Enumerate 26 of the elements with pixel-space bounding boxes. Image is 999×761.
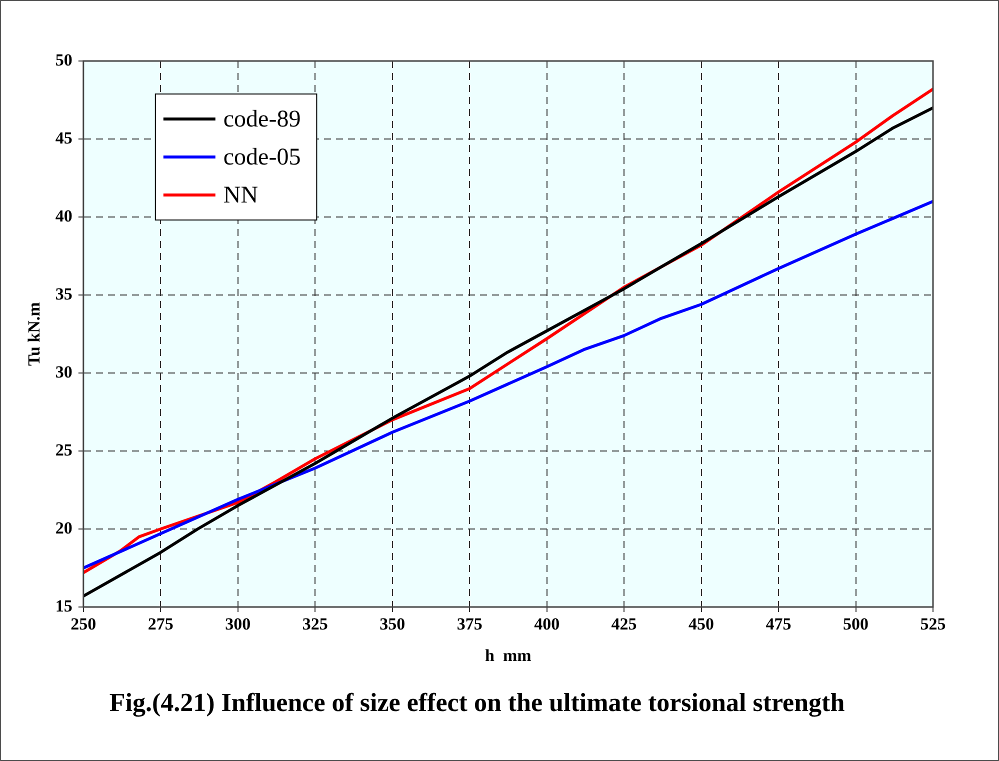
y-tick-label: 40 [55,206,72,226]
x-tick-label: 475 [766,614,792,634]
legend-label: NN [223,182,258,208]
x-tick-label: 300 [225,614,251,634]
y-tick-label: 15 [55,596,72,616]
x-tick-label: 400 [534,614,560,634]
x-tick-label: 275 [148,614,174,634]
x-tick-label: 350 [380,614,406,634]
x-tick-label: 250 [70,614,96,634]
x-axis-title: h mm [485,646,532,665]
x-tick-label: 450 [688,614,714,634]
x-tick-label: 375 [456,614,482,634]
y-tick-label: 20 [55,518,72,538]
text: Fig.(4.21) Influence of size effect on the ultimate torsional strength [109,688,846,718]
x-tick-label: 325 [302,614,328,634]
y-tick-label: 35 [55,284,72,304]
y-tick-label: 50 [55,50,72,70]
y-axis-title: Tu kN.m [24,302,44,366]
legend-label: code-89 [223,106,301,132]
y-tick-label: 25 [55,440,72,460]
x-tick-label: 525 [920,614,946,634]
x-tick-label: 500 [843,614,869,634]
y-tick-label: 45 [55,128,72,148]
legend-label: code-05 [223,144,301,170]
y-tick-label: 30 [55,362,72,382]
x-tick-label: 425 [611,614,637,634]
